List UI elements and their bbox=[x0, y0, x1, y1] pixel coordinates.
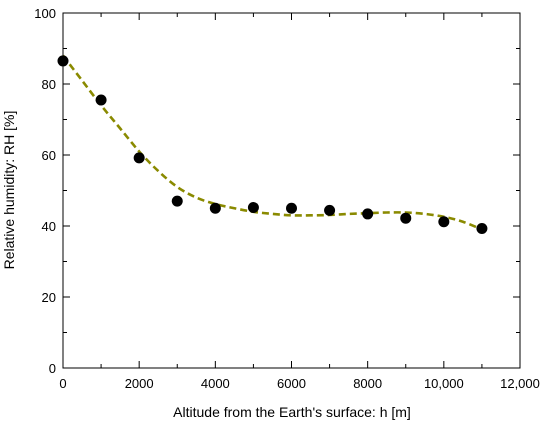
series bbox=[57, 54, 488, 234]
x-tick-label: 0 bbox=[59, 376, 66, 391]
data-point bbox=[209, 202, 221, 214]
ticks bbox=[62, 12, 521, 369]
tick-labels: 0 2000 4000 6000 8000 10,000 12,000 0 20 40 60 80 10… bbox=[34, 6, 540, 391]
x-tick-label: 2000 bbox=[125, 376, 154, 391]
data-point bbox=[362, 208, 374, 220]
fit-curve bbox=[61, 54, 483, 231]
y-tick-label: 80 bbox=[42, 77, 56, 92]
x-tick-label: 4000 bbox=[201, 376, 230, 391]
x-tick-label: 10,000 bbox=[424, 376, 464, 391]
data-point bbox=[476, 222, 488, 234]
y-tick-label: 100 bbox=[34, 6, 56, 21]
y-tick-label: 20 bbox=[42, 290, 56, 305]
x-tick-label: 8000 bbox=[353, 376, 382, 391]
y-tick-label: 40 bbox=[42, 219, 56, 234]
y-axis-label: Relative humidity: RH [%] bbox=[1, 111, 17, 270]
data-point bbox=[438, 216, 450, 228]
data-point bbox=[95, 94, 107, 106]
plot-frame bbox=[62, 12, 521, 369]
data-point bbox=[171, 195, 183, 207]
data-point bbox=[247, 202, 259, 214]
data-point bbox=[324, 204, 336, 216]
data-point bbox=[133, 152, 145, 164]
plot-area-border bbox=[62, 12, 521, 369]
y-tick-label: 60 bbox=[42, 148, 56, 163]
x-tick-label: 6000 bbox=[277, 376, 306, 391]
x-tick-label: 12,000 bbox=[500, 376, 540, 391]
x-axis-label: Altitude from the Earth's surface: h [m] bbox=[173, 404, 411, 420]
y-tick-label: 0 bbox=[49, 361, 56, 376]
data-point bbox=[57, 55, 69, 67]
data-point bbox=[400, 212, 412, 224]
data-point bbox=[286, 202, 297, 214]
